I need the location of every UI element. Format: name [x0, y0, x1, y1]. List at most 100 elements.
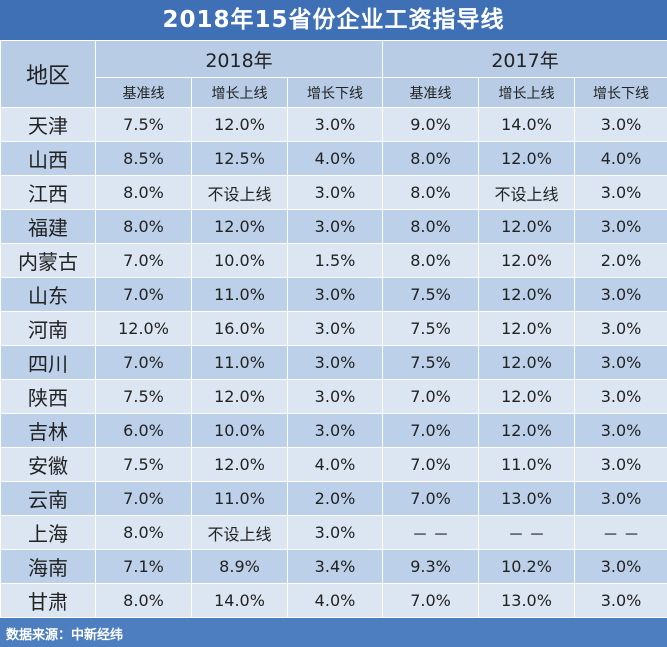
region-cell: 海南 [0, 549, 96, 584]
cell-2018-upper: 不设上线 [191, 515, 288, 550]
col-header-2017-baseline: 基准线 [382, 77, 480, 108]
cell-2017-upper: 14.0% [478, 107, 576, 142]
cell-2017-baseline: 7.5% [382, 277, 480, 312]
region-cell: 福建 [0, 209, 96, 244]
table-body: 天津 7.5% 12.0% 3.0% 9.0% 14.0% 3.0% 山西 8.5% 12.5% 4… [0, 107, 667, 618]
cell-2018-baseline: 7.5% [95, 379, 192, 414]
region-cell: 河南 [0, 311, 96, 346]
region-cell: 内蒙古 [0, 243, 96, 278]
cell-2017-baseline: 7.5% [382, 345, 480, 380]
cell-2018-lower: 3.0% [286, 277, 384, 312]
table-row: 山西 8.5% 12.5% 4.0% 8.0% 12.0% 4.0% [0, 141, 667, 176]
table-row: 河南 12.0% 16.0% 3.0% 7.5% 12.0% 3.0% [0, 311, 667, 346]
wage-guideline-table: 地区 2018年 2017年 基准线 增长上线 增长下线 基准线 增长上线 增长… [0, 40, 667, 618]
col-header-2017-upper: 增长上线 [478, 77, 576, 108]
cell-2017-lower: － － [574, 515, 667, 550]
cell-2018-baseline: 7.5% [95, 107, 192, 142]
table-row: 福建 8.0% 12.0% 3.0% 8.0% 12.0% 3.0% [0, 209, 667, 244]
cell-2018-baseline: 7.0% [95, 481, 192, 516]
cell-2018-baseline: 7.1% [95, 549, 192, 584]
year-2017-header: 2017年 [382, 40, 667, 78]
cell-2018-lower: 3.0% [286, 107, 384, 142]
cell-2017-lower: 3.0% [574, 209, 667, 244]
cell-2017-upper: 12.0% [478, 413, 576, 448]
table-row: 吉林 6.0% 10.0% 3.0% 7.0% 12.0% 3.0% [0, 413, 667, 448]
cell-2017-lower: 3.0% [574, 447, 667, 482]
cell-2018-upper: 10.0% [191, 243, 288, 278]
cell-2018-baseline: 7.5% [95, 447, 192, 482]
cell-2017-upper: 13.0% [478, 583, 576, 618]
table-row: 江西 8.0% 不设上线 3.0% 8.0% 不设上线 3.0% [0, 175, 667, 210]
cell-2017-lower: 3.0% [574, 277, 667, 312]
cell-2018-upper: 不设上线 [191, 175, 288, 210]
cell-2018-lower: 1.5% [286, 243, 384, 278]
cell-2018-baseline: 12.0% [95, 311, 192, 346]
cell-2018-baseline: 6.0% [95, 413, 192, 448]
region-cell: 甘肃 [0, 583, 96, 618]
region-cell: 云南 [0, 481, 96, 516]
data-source-note: 数据来源：中新经纬 [6, 628, 124, 643]
region-cell: 山西 [0, 141, 96, 176]
cell-2018-upper: 12.0% [191, 209, 288, 244]
cell-2018-lower: 2.0% [286, 481, 384, 516]
cell-2017-baseline: 9.0% [382, 107, 480, 142]
cell-2017-upper: 12.0% [478, 311, 576, 346]
cell-2017-upper: 12.0% [478, 209, 576, 244]
cell-2018-upper: 12.5% [191, 141, 288, 176]
cell-2018-lower: 3.0% [286, 175, 384, 210]
cell-2017-lower: 3.0% [574, 583, 667, 618]
table-row: 甘肃 8.0% 14.0% 4.0% 7.0% 13.0% 3.0% [0, 583, 667, 618]
col-header-2018-upper: 增长上线 [191, 77, 288, 108]
cell-2018-lower: 3.0% [286, 311, 384, 346]
cell-2017-baseline: 7.5% [382, 311, 480, 346]
table-row: 云南 7.0% 11.0% 2.0% 7.0% 13.0% 3.0% [0, 481, 667, 516]
table-row: 上海 8.0% 不设上线 3.0% － －－ －－ － [0, 515, 667, 550]
cell-2018-lower: 3.0% [286, 515, 384, 550]
cell-2018-upper: 10.0% [191, 413, 288, 448]
cell-2018-lower: 3.0% [286, 379, 384, 414]
cell-2017-lower: 3.0% [574, 413, 667, 448]
cell-2018-upper: 16.0% [191, 311, 288, 346]
cell-2017-baseline: 9.3% [382, 549, 480, 584]
cell-2018-upper: 11.0% [191, 481, 288, 516]
region-cell: 安徽 [0, 447, 96, 482]
cell-2017-upper: － － [478, 515, 576, 550]
cell-2017-lower: 3.0% [574, 549, 667, 584]
cell-2018-lower: 3.0% [286, 413, 384, 448]
cell-2017-baseline: 8.0% [382, 209, 480, 244]
cell-2018-baseline: 8.0% [95, 175, 192, 210]
cell-2017-lower: 4.0% [574, 141, 667, 176]
cell-2017-lower: 3.0% [574, 481, 667, 516]
table-row: 山东 7.0% 11.0% 3.0% 7.5% 12.0% 3.0% [0, 277, 667, 312]
cell-2017-baseline: 8.0% [382, 243, 480, 278]
table-row: 安徽 7.5% 12.0% 4.0% 7.0% 11.0% 3.0% [0, 447, 667, 482]
col-header-2018-baseline: 基准线 [95, 77, 192, 108]
cell-2017-upper: 13.0% [478, 481, 576, 516]
cell-2017-upper: 12.0% [478, 345, 576, 380]
cell-2017-lower: 3.0% [574, 379, 667, 414]
cell-2018-baseline: 8.0% [95, 583, 192, 618]
table-row: 四川 7.0% 11.0% 3.0% 7.5% 12.0% 3.0% [0, 345, 667, 380]
cell-2018-upper: 11.0% [191, 277, 288, 312]
col-header-2017-lower: 增长下线 [574, 77, 667, 108]
cell-2018-lower: 3.4% [286, 549, 384, 584]
cell-2017-upper: 不设上线 [478, 175, 576, 210]
cell-2017-baseline: 8.0% [382, 141, 480, 176]
table-row: 陕西 7.5% 12.0% 3.0% 7.0% 12.0% 3.0% [0, 379, 667, 414]
cell-2017-baseline: 7.0% [382, 481, 480, 516]
cell-2017-upper: 11.0% [478, 447, 576, 482]
region-cell: 吉林 [0, 413, 96, 448]
cell-2018-upper: 8.9% [191, 549, 288, 584]
cell-2017-baseline: 7.0% [382, 413, 480, 448]
cell-2018-lower: 4.0% [286, 583, 384, 618]
cell-2018-baseline: 8.0% [95, 515, 192, 550]
year-2018-header: 2018年 [94, 40, 384, 78]
cell-2017-upper: 12.0% [478, 141, 576, 176]
cell-2017-baseline: 8.0% [382, 175, 480, 210]
cell-2017-baseline: 7.0% [382, 447, 480, 482]
region-cell: 山东 [0, 277, 96, 312]
table-row: 海南 7.1% 8.9% 3.4% 9.3% 10.2% 3.0% [0, 549, 667, 584]
cell-2017-upper: 12.0% [478, 277, 576, 312]
cell-2018-upper: 14.0% [191, 583, 288, 618]
